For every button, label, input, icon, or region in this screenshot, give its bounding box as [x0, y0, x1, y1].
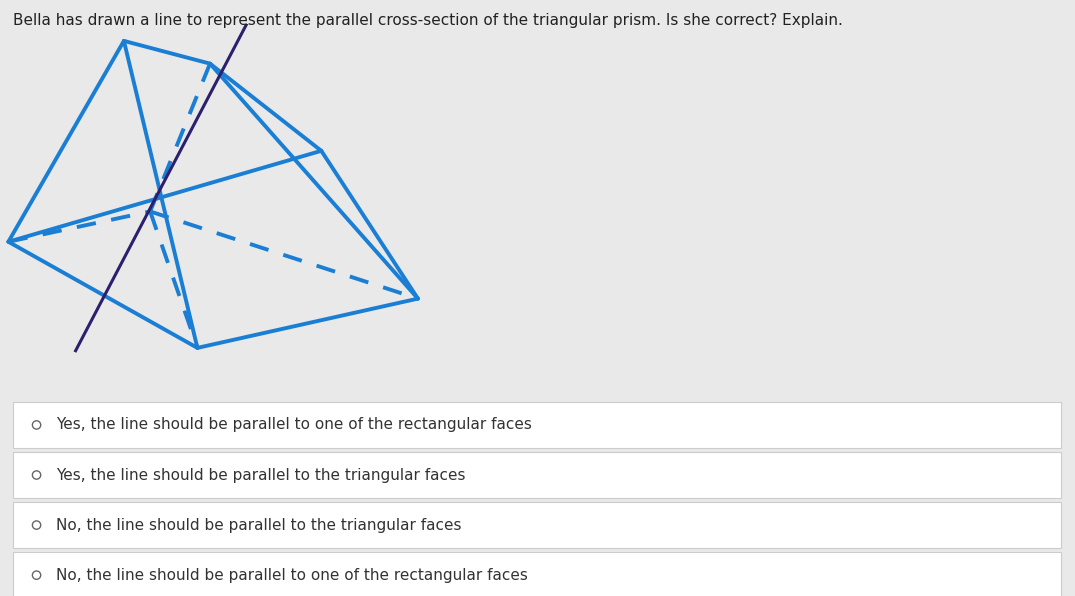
Text: No, the line should be parallel to one of the rectangular faces: No, the line should be parallel to one o…: [56, 567, 528, 583]
Text: Yes, the line should be parallel to one of the rectangular faces: Yes, the line should be parallel to one …: [56, 417, 532, 433]
Text: Bella has drawn a line to represent the parallel cross-section of the triangular: Bella has drawn a line to represent the …: [13, 13, 843, 28]
Text: Yes, the line should be parallel to the triangular faces: Yes, the line should be parallel to the …: [56, 467, 465, 483]
Text: No, the line should be parallel to the triangular faces: No, the line should be parallel to the t…: [56, 517, 461, 533]
